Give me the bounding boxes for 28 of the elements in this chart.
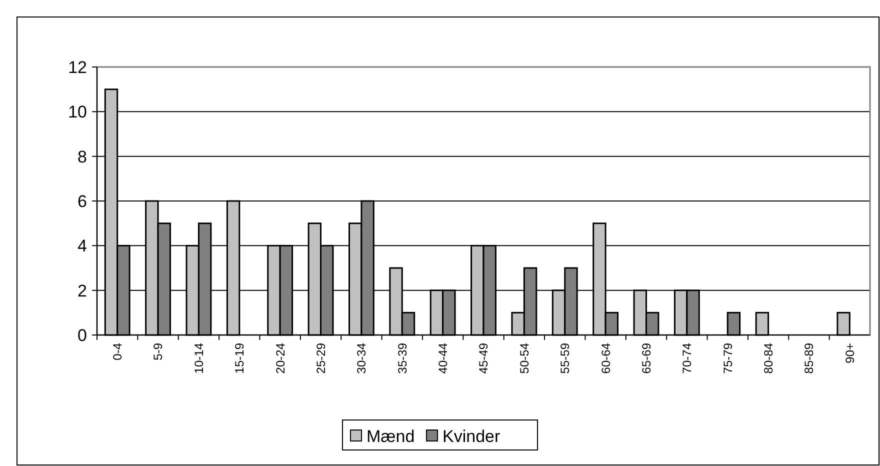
x-tick-label: 5-9 <box>151 342 166 360</box>
x-tick-label: 90+ <box>842 343 857 364</box>
y-tick-label: 8 <box>78 147 87 166</box>
x-tick-label: 70-74 <box>680 342 694 374</box>
x-tick-label: 30-34 <box>354 342 369 374</box>
x-tick-label: 35-39 <box>395 342 410 374</box>
x-tick-label: 10-14 <box>192 342 206 374</box>
y-tick-label: 4 <box>78 236 87 256</box>
x-tick-label: 20-24 <box>273 342 288 374</box>
x-tick-label: 85-89 <box>802 342 816 374</box>
x-tick-label: 80-84 <box>761 342 776 374</box>
x-tick-label: 55-59 <box>558 342 572 374</box>
x-tick-label: 0-4 <box>110 342 125 360</box>
x-tick-label: 65-69 <box>639 342 654 374</box>
y-tick-label: 10 <box>68 102 87 122</box>
x-tick-label: 15-19 <box>232 342 247 374</box>
legend-label: Mænd <box>366 426 415 446</box>
x-tick-label: 50-54 <box>517 342 532 374</box>
x-tick-label: 60-64 <box>598 342 613 374</box>
y-tick-label: 0 <box>78 326 87 345</box>
x-tick-label: 25-29 <box>314 342 328 374</box>
y-tick-label: 2 <box>78 281 87 300</box>
x-tick-label: 75-79 <box>720 342 735 374</box>
y-tick-label: 12 <box>68 58 87 77</box>
x-tick-label: 45-49 <box>476 342 491 374</box>
legend-label: Kvinder <box>442 426 500 446</box>
y-tick-label: 6 <box>78 192 87 211</box>
x-tick-label: 40-44 <box>436 342 450 374</box>
